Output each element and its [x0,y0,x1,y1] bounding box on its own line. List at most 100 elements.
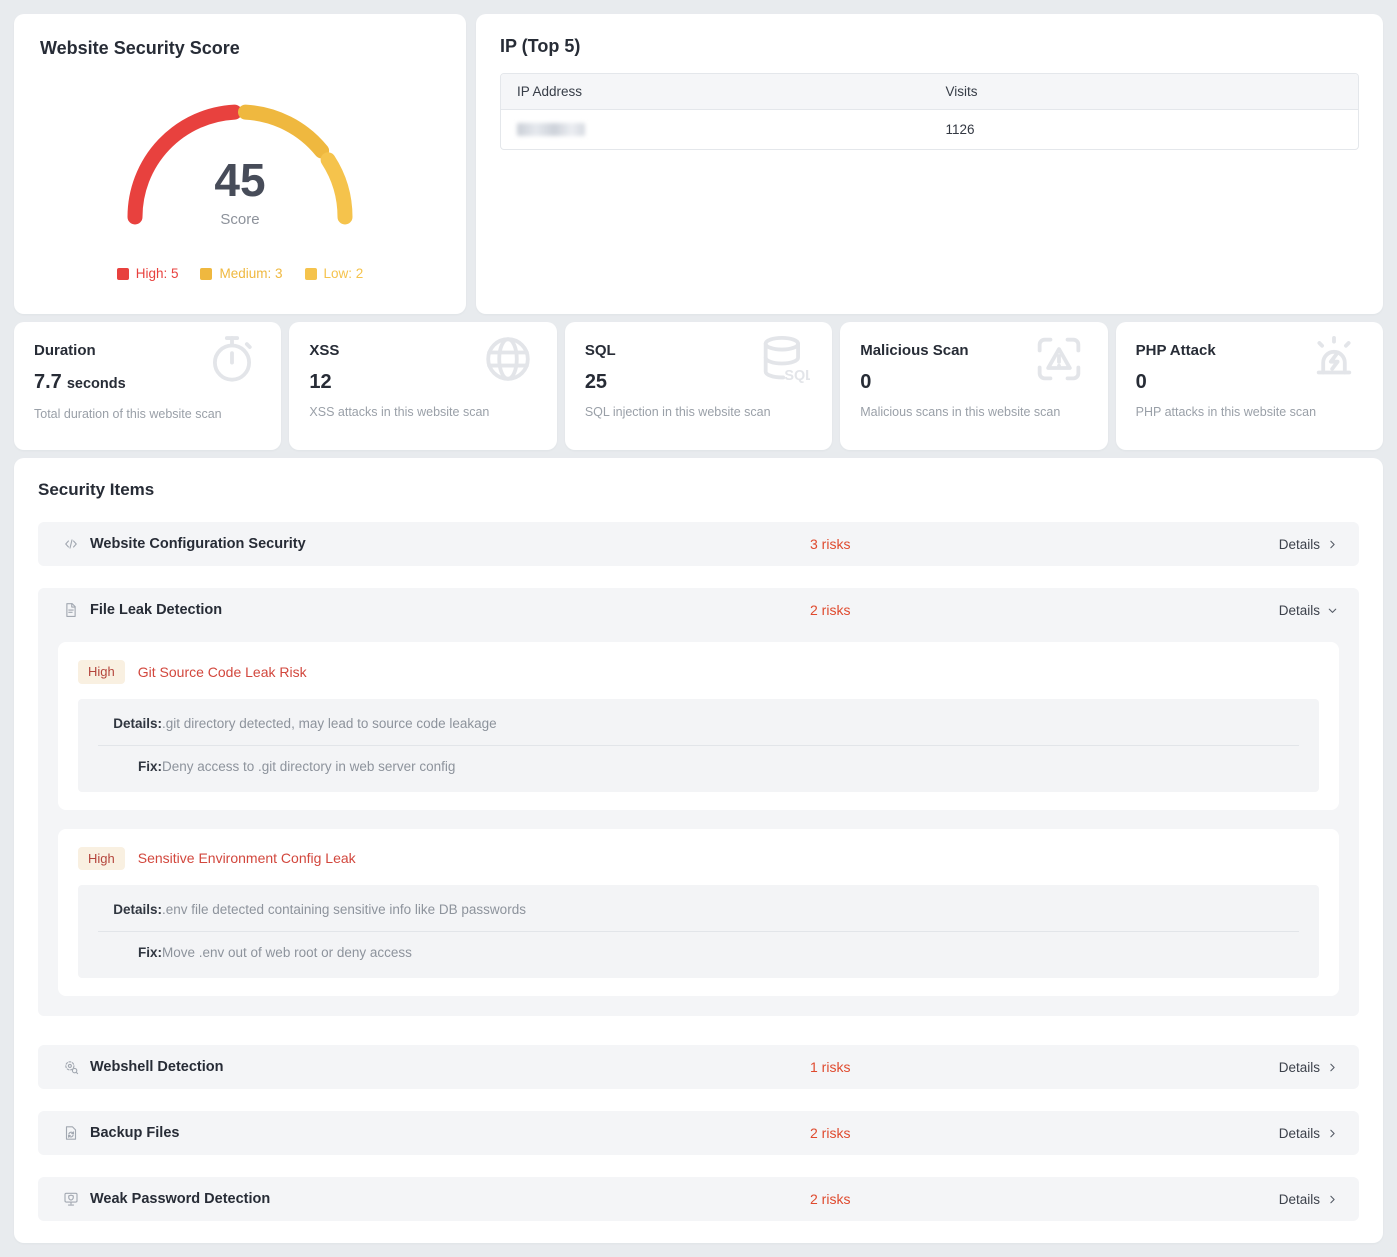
risks-count: 2 risks [810,1125,851,1142]
finding-fix-line: Fix: Move .env out of web root or deny a… [98,932,1299,976]
finding-title: Sensitive Environment Config Leak [137,850,356,867]
score-card-title: Website Security Score [40,38,240,58]
stat-card-php-attack: PHP Attack 0 PHP attacks in this website… [1115,322,1384,450]
ip-table-row: 1126 [501,110,1358,149]
finding-header: High Git Source Code Leak Risk [78,660,1319,684]
security-row-file-leak-expanded: File Leak Detection 2 risks Details High… [38,588,1359,1017]
details-button[interactable]: Details [1279,537,1339,552]
security-row-weak-password[interactable]: Weak Password Detection 2 risks Details [38,1177,1359,1222]
ip-col-header-visits: Visits [945,84,978,99]
gauge-segment-medium [238,104,330,159]
duration-value: 7.7 [34,371,62,393]
finding-header: High Sensitive Environment Config Leak [78,846,1319,871]
stat-card-sql: SQL SQL 25 SQL injection in this website… [564,322,833,450]
details-field-label: Details: [113,715,162,731]
legend-item-low: Low: 2 [304,266,364,281]
finding-details-line: Details: .env file detected containing s… [98,887,1299,931]
finding-details-line: Details: .git directory detected, may le… [98,701,1299,745]
scan-warning-icon [1032,332,1086,386]
divider [98,931,1299,933]
security-score-gauge: 45 Score [100,85,380,237]
chevron-down-icon [1328,608,1337,613]
stat-title-sql: SQL [584,342,616,359]
fix-field-text: Deny access to .git directory in web ser… [162,758,456,774]
backup-file-icon [62,1124,80,1142]
siren-icon [1307,332,1361,386]
security-row-backup-files[interactable]: Backup Files 2 risks Details [38,1111,1359,1156]
fix-field-label: Fix: [137,758,162,774]
details-button[interactable]: Details [1279,603,1339,618]
finding-env-config-leak: High Sensitive Environment Config Leak D… [58,828,1339,997]
top-row: Website Security Score 45 Score High: 5 … [14,14,1383,314]
stat-value-malicious-scan: 0 [860,371,872,393]
legend-label-medium: Medium: 3 [219,266,283,281]
ip-top5-card: IP (Top 5) IP Address Visits 1126 [476,14,1383,314]
security-items-panel: Security Items Website Configuration Sec… [14,458,1383,1243]
security-row-file-leak[interactable]: File Leak Detection 2 risks Details [38,588,1359,632]
finding-detail-box: Details: .git directory detected, may le… [78,698,1319,792]
stat-value-xss: 12 [309,371,332,393]
score-label: Score [220,211,260,228]
gauge-segment-high [127,104,242,225]
details-label: Details [1278,1191,1320,1207]
fix-field-text: Move .env out of web root or deny access [162,945,412,961]
ip-visits-cell: 1126 [945,122,975,137]
legend-label-low: Low: 2 [323,266,364,281]
ip-address-cell [501,110,930,149]
stat-value-sql: 25 [584,371,608,393]
security-row-webshell-detection[interactable]: Webshell Detection 1 risks Details [38,1045,1359,1090]
fix-field-label: Fix: [137,945,162,961]
chevron-right-icon [1330,1063,1335,1071]
security-row-title: File Leak Detection [90,602,223,618]
stat-desc-sql: SQL injection in this website scan [584,405,771,419]
ip-table-header: IP Address Visits [501,74,1358,110]
stat-title-xss: XSS [309,342,340,359]
stat-card-duration: Duration 7.7 seconds Total duration of th… [14,322,282,450]
finding-fix-line: Fix: Deny access to .git directory in we… [98,746,1299,790]
stat-title-malicious-scan: Malicious Scan [860,342,969,359]
ip-col-header-address: IP Address [517,84,583,99]
stat-value-php-attack: 0 [1135,371,1147,393]
ip-table: IP Address Visits 1126 [500,73,1359,150]
stopwatch-icon [205,332,259,386]
stat-card-xss: XSS 12 XSS attacks in this website scan [289,322,557,450]
details-label: Details [1278,602,1320,618]
stat-title-duration: Duration [34,342,96,359]
divider [98,744,1299,746]
sql-icon-text: SQL [785,368,811,384]
gauge-legend: High: 5 Medium: 3 Low: 2 [40,266,440,281]
details-button[interactable]: Details [1279,1060,1339,1075]
ip-address-redacted [517,123,585,136]
risks-count: 1 risks [810,1059,851,1076]
gauge-segment-low [320,152,353,225]
details-label: Details [1278,536,1320,552]
legend-label-high: High: 5 [135,266,179,281]
risks-count: 2 risks [810,1191,851,1208]
website-security-score-card: Website Security Score 45 Score High: 5 … [14,14,466,314]
file-leak-findings: High Git Source Code Leak Risk Details: … [38,632,1359,997]
details-field-label: Details: [113,902,162,918]
globe-icon [481,332,535,386]
stats-row: Duration 7.7 seconds Total duration of th… [14,322,1384,450]
risks-count: 2 risks [810,602,851,618]
security-row-title: Backup Files [90,1125,180,1142]
security-row-website-configuration[interactable]: Website Configuration Security 3 risks D… [38,522,1359,566]
password-monitor-icon [62,1190,80,1208]
severity-badge: High [78,660,125,684]
chevron-right-icon [1330,1195,1335,1203]
stat-desc-php-attack: PHP attacks in this website scan [1135,405,1317,419]
legend-item-high: High: 5 [116,266,179,281]
finding-git-source-leak: High Git Source Code Leak Risk Details: … [58,642,1339,810]
finding-title: Git Source Code Leak Risk [137,663,307,680]
details-button[interactable]: Details [1279,1126,1339,1141]
details-field-text: .git directory detected, may lead to sou… [162,715,497,731]
security-items-heading: Security Items [38,480,155,499]
stat-desc-xss: XSS attacks in this website scan [309,405,490,419]
legend-swatch-high [116,267,129,280]
finding-detail-box: Details: .env file detected containing s… [78,885,1319,979]
gauge-arc-chart [127,104,353,225]
details-button[interactable]: Details [1279,1192,1339,1207]
score-value: 45 [214,154,266,206]
security-row-title: Website Configuration Security [90,536,306,552]
